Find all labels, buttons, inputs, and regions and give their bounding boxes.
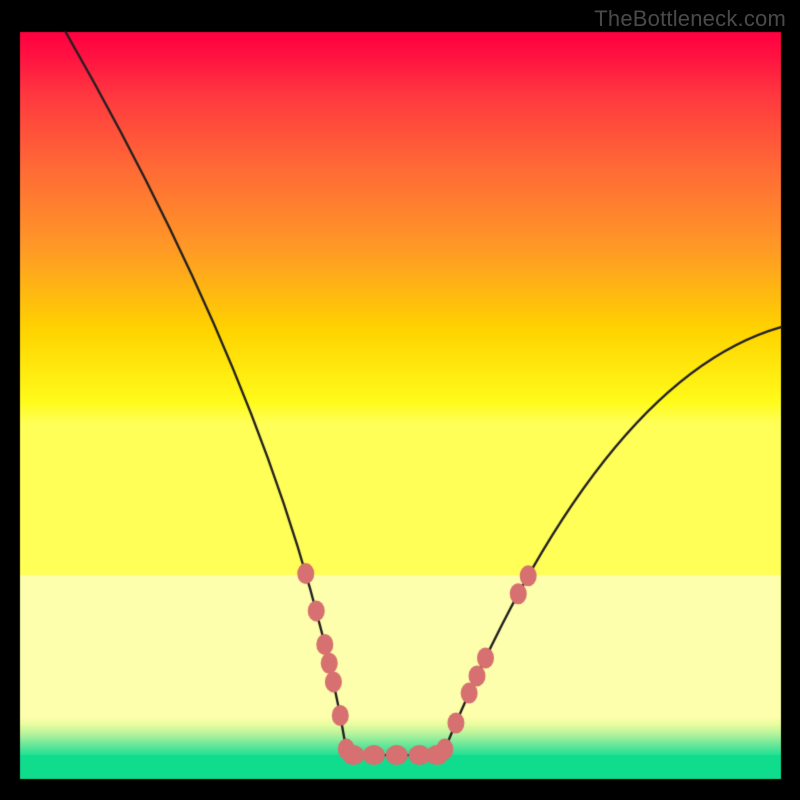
chart-stage: TheBottleneck.com [0, 0, 800, 800]
bottleneck-chart-canvas [0, 0, 800, 800]
